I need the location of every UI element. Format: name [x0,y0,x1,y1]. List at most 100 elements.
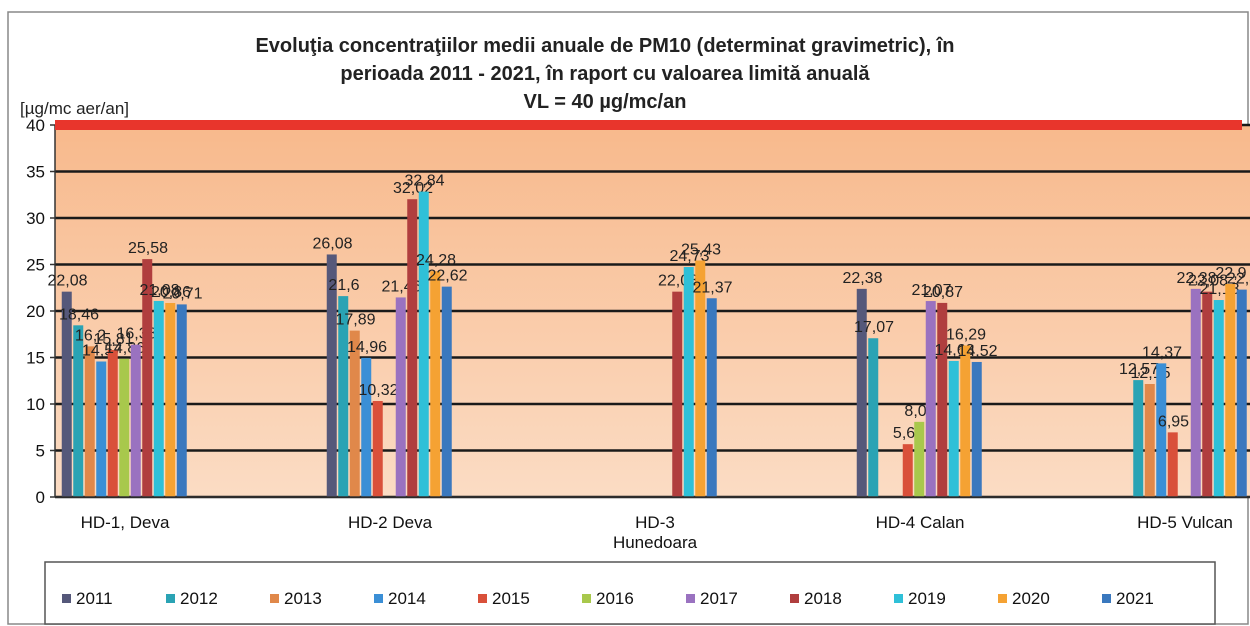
y-tick-label: 0 [36,488,45,507]
data-label: 10,32 [358,382,398,399]
bar [1167,432,1178,497]
y-tick-label: 20 [26,302,45,321]
data-label: 22,3 [1227,271,1250,288]
data-label: 17,07 [854,319,894,336]
legend-swatch [790,594,799,603]
bar [441,286,452,497]
data-label: 20,71 [162,285,202,302]
data-label: 6,95 [1158,413,1189,430]
data-label: 22,08 [1188,273,1228,290]
legend-label: 2014 [388,589,426,608]
data-label: 16,2 [75,327,106,344]
data-label: 14,37 [1142,344,1182,361]
bar [672,291,683,497]
legend-swatch [998,594,1007,603]
legend-swatch [686,594,695,603]
bar [61,291,72,497]
data-label: 25,58 [128,240,168,257]
bar [1144,384,1155,497]
bar [84,346,95,497]
bar [1202,291,1213,497]
chart-title: Evoluţia concentraţiilor medii anuale de… [255,35,954,57]
bar [1190,288,1201,497]
bar [130,344,141,497]
data-label: 18,46 [59,306,99,323]
data-label: 24,28 [416,252,456,269]
bar [407,199,418,498]
bar [176,304,187,497]
data-label: 14,96 [347,339,387,356]
annotation: VL = 40 µg/mc/an [524,91,687,113]
legend-swatch [1102,594,1111,603]
bar [153,300,164,497]
bar [96,361,107,497]
x-tick-label: HD-4 Calan [875,513,965,532]
bar [1156,363,1167,497]
data-label: 22,38 [1176,270,1216,287]
legend-box [44,561,1216,625]
bar [165,303,176,497]
bar [960,345,971,497]
bar [937,302,948,497]
bar [1225,284,1236,497]
bar [107,349,118,497]
bar [971,361,982,497]
legend-swatch [374,594,383,603]
data-label: 16,29 [946,327,986,344]
y-tick-label: 25 [26,256,45,275]
data-label: 26,08 [312,235,352,252]
bar [430,271,441,497]
bar [856,288,867,497]
legend-swatch [62,594,71,603]
data-label: 32,84 [404,173,444,190]
data-label: 22,9 [1215,265,1246,282]
bar [914,421,925,497]
bar [1236,289,1247,497]
y-tick-label: 15 [26,349,45,368]
bar [418,191,429,497]
data-label: 22,38 [842,270,882,287]
data-label: 21,6 [328,277,359,294]
y-tick-label: 30 [26,209,45,228]
bar [1133,380,1144,497]
bar [338,296,349,497]
data-label: 15,81 [93,331,133,348]
data-label: 25,43 [681,242,721,259]
bar [372,401,383,497]
y-tick-label: 35 [26,163,45,182]
y-tick-label: 5 [36,442,45,461]
legend-label: 2021 [1116,589,1154,608]
chart-subtitle: perioada 2011 - 2021, în raport cu valoa… [340,63,870,85]
legend-label: 2015 [492,589,530,608]
bar [361,357,372,497]
x-tick-label: HD-3 Hunedoara [612,513,698,552]
data-label: 12,57 [1119,361,1159,378]
bar [73,325,84,497]
legend-swatch [270,594,279,603]
bar [925,301,936,497]
legend-label: 2013 [284,589,322,608]
bar [142,259,153,497]
legend-label: 2016 [596,589,634,608]
data-label: 21,37 [692,279,732,296]
legend-label: 2019 [908,589,946,608]
data-label: 21,08 [139,282,179,299]
bar [326,254,337,497]
data-label: 22,08 [47,273,87,290]
legend-label: 2020 [1012,589,1050,608]
bar [706,298,717,497]
x-tick-label: HD-1, Deva [80,513,170,532]
x-tick-label: HD-2 Deva [347,513,433,532]
data-label: 17,89 [335,312,375,329]
data-label: 20,86 [151,284,191,301]
data-label: 22,62 [427,268,467,285]
legend-label: 2011 [76,589,113,608]
legend-swatch [894,594,903,603]
legend-label: 2017 [700,589,738,608]
bar [902,444,913,497]
y-tick-label: 40 [26,116,45,135]
legend-swatch [582,594,591,603]
legend-swatch [478,594,487,603]
